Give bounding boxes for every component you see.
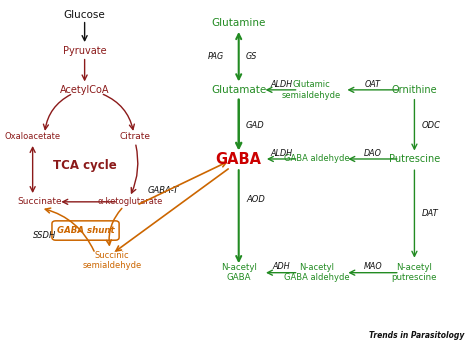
- Text: Putrescine: Putrescine: [389, 154, 440, 164]
- Text: Pyruvate: Pyruvate: [63, 46, 107, 56]
- Text: ODC: ODC: [422, 121, 441, 130]
- Text: Ornithine: Ornithine: [392, 85, 437, 95]
- Text: DAO: DAO: [364, 149, 382, 158]
- Text: AcetylCoA: AcetylCoA: [60, 85, 109, 95]
- Text: GS: GS: [246, 52, 257, 61]
- Text: N-acetyl
putrescine: N-acetyl putrescine: [392, 263, 437, 282]
- Text: GABA shunt: GABA shunt: [57, 226, 114, 235]
- Text: GABA aldehyde: GABA aldehyde: [284, 154, 350, 163]
- Text: MAO: MAO: [364, 262, 383, 271]
- Text: α-ketoglutarate: α-ketoglutarate: [97, 197, 163, 206]
- Text: GABA-T: GABA-T: [147, 186, 178, 195]
- Text: AOD: AOD: [246, 195, 265, 204]
- Text: ALDH: ALDH: [270, 80, 292, 89]
- Text: Oxaloacetate: Oxaloacetate: [5, 132, 61, 141]
- Text: Glucose: Glucose: [64, 9, 106, 19]
- Text: Glutamine: Glutamine: [211, 18, 266, 28]
- Text: DAT: DAT: [422, 209, 438, 218]
- Text: Glutamate: Glutamate: [211, 85, 266, 95]
- Text: GAD: GAD: [246, 121, 265, 130]
- Text: GABA: GABA: [216, 152, 262, 167]
- Text: OAT: OAT: [365, 80, 381, 89]
- Text: Citrate: Citrate: [120, 132, 151, 141]
- Text: Glutamic
semialdehyde: Glutamic semialdehyde: [282, 80, 341, 100]
- Text: ALDH: ALDH: [270, 149, 292, 158]
- Text: N-acetyl
GABA: N-acetyl GABA: [221, 263, 256, 282]
- Text: Trends in Parasitology: Trends in Parasitology: [369, 331, 464, 340]
- Text: Succinate: Succinate: [18, 197, 62, 206]
- Text: N-acetyl
GABA aldehyde: N-acetyl GABA aldehyde: [284, 263, 350, 282]
- Text: Succinic
semialdehyde: Succinic semialdehyde: [82, 251, 142, 270]
- Text: PAG: PAG: [208, 52, 224, 61]
- Text: SSDH: SSDH: [33, 231, 56, 240]
- Text: ADH: ADH: [272, 262, 290, 271]
- Text: TCA cycle: TCA cycle: [53, 159, 117, 172]
